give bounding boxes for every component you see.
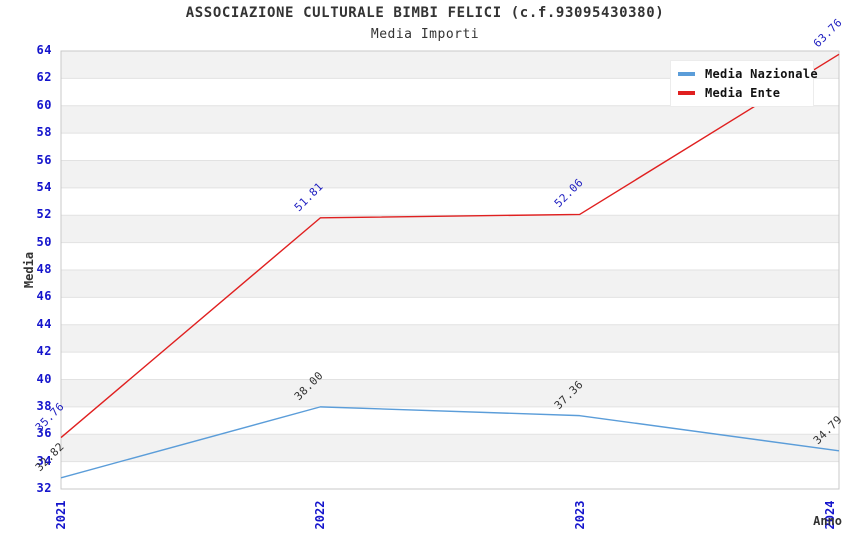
grid-band	[61, 105, 839, 134]
y-tick-54: 54	[36, 179, 52, 194]
grid-band	[61, 270, 839, 298]
x-axis-title: Anno	[813, 514, 842, 528]
plot-border	[60, 50, 840, 490]
series-line-media-ente	[60, 53, 840, 439]
y-tick-60: 60	[36, 97, 52, 112]
y-tick-46: 46	[36, 289, 52, 304]
y-tick-64: 64	[36, 43, 52, 57]
grid-band	[61, 160, 839, 188]
y-tick-44: 44	[36, 316, 52, 331]
legend-item-media-ente: Media Ente	[671, 83, 813, 102]
grid-band	[61, 215, 839, 243]
y-tick-58: 58	[36, 125, 52, 140]
media-ente-line-swatch-icon	[678, 90, 695, 95]
y-tick-52: 52	[36, 207, 52, 222]
y-tick-50: 50	[36, 234, 52, 249]
y-tick-38: 38	[36, 398, 52, 413]
y-tick-36: 36	[36, 426, 52, 441]
y-tick-56: 56	[36, 152, 52, 167]
series-line-media-nazionale	[60, 406, 840, 479]
y-tick-62: 62	[36, 70, 52, 85]
y-axis-title: Media	[22, 251, 36, 289]
x-tick-2023: 2023	[572, 500, 587, 530]
legend: Media Nazionale Media Ente	[670, 60, 818, 107]
chart-subtitle: Media Importi	[370, 27, 480, 42]
grid-band	[61, 324, 839, 353]
y-tick-32: 32	[36, 481, 52, 495]
legend-label: Media Ente	[705, 85, 781, 100]
grid-band	[61, 379, 839, 407]
legend-item-media-nazionale: Media Nazionale	[671, 64, 818, 83]
legend-label: Media Nazionale	[705, 66, 818, 81]
x-tick-2021: 2021	[54, 500, 68, 530]
x-tick-2022: 2022	[313, 500, 328, 530]
media-nazionale-line-swatch-icon	[678, 71, 695, 76]
y-tick-34: 34	[36, 453, 52, 468]
chart-title: ASSOCIAZIONE CULTURALE BIMBI FELICI (c.f…	[185, 5, 665, 21]
y-tick-40: 40	[36, 371, 52, 386]
grid-band	[61, 434, 839, 462]
y-tick-48: 48	[36, 262, 52, 276]
y-tick-42: 42	[36, 344, 52, 359]
